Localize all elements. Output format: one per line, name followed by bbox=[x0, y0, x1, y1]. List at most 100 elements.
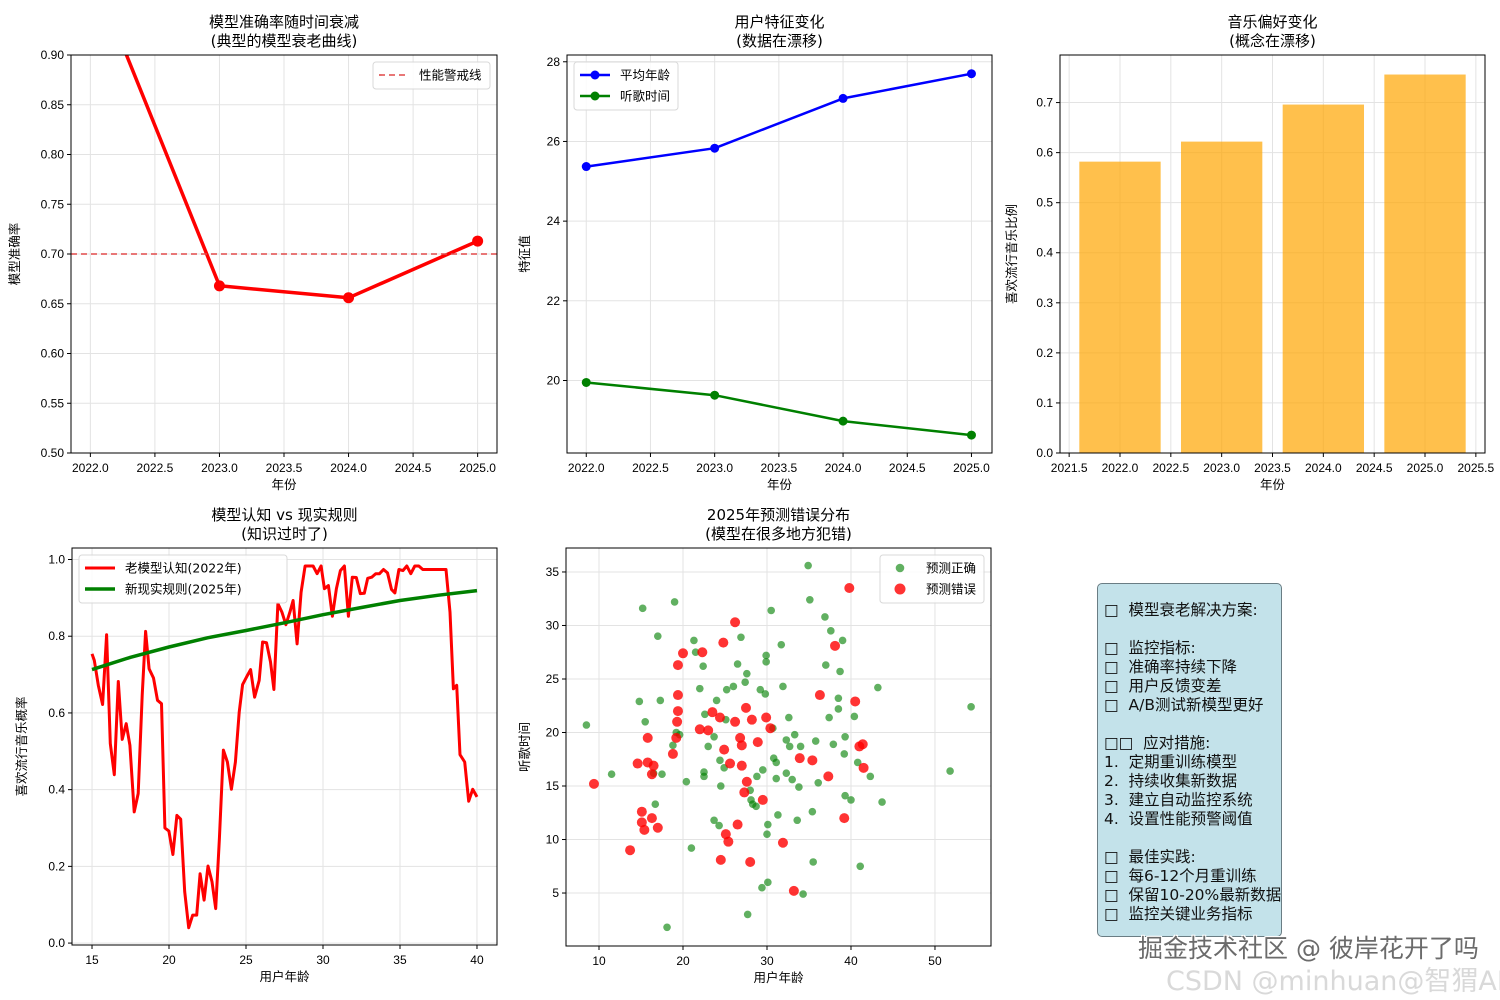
legend-label: 预测正确 bbox=[926, 561, 976, 576]
y-tick-label: 0.85 bbox=[41, 98, 65, 112]
scatter-point-error bbox=[844, 583, 855, 594]
legend-label: 听歌时间 bbox=[620, 89, 670, 104]
info-box-spacer bbox=[1104, 620, 1281, 639]
chart-title: (模型在很多地方犯错) bbox=[705, 525, 852, 543]
x-tick-label: 2022.0 bbox=[568, 461, 605, 475]
scatter-point-error bbox=[672, 716, 683, 727]
scatter-point-correct bbox=[793, 816, 802, 825]
x-tick-label: 2024.5 bbox=[889, 461, 926, 475]
x-tick-label: 2022.0 bbox=[72, 461, 109, 475]
chart-title: 音乐偏好变化 bbox=[1227, 13, 1317, 31]
legend: 性能警戒线 bbox=[372, 61, 491, 90]
plot-data bbox=[582, 561, 975, 932]
scatter-point-correct bbox=[710, 732, 718, 741]
scatter-point-correct bbox=[834, 694, 843, 703]
bar bbox=[1282, 104, 1365, 453]
scatter-point-correct bbox=[785, 713, 793, 722]
watermark: 掘金技术社区 @ 彼岸花开了吗 CSDN @minhuan@智猬AI bbox=[1138, 934, 1500, 1000]
x-tick-label: 2022.5 bbox=[632, 461, 669, 475]
axes-frame bbox=[71, 547, 498, 946]
scatter-point-error bbox=[625, 845, 636, 856]
x-tick-label: 40 bbox=[470, 953, 484, 967]
data-point bbox=[581, 162, 591, 172]
scatter-point-correct bbox=[841, 732, 849, 741]
axes-frame bbox=[70, 54, 498, 454]
data-point bbox=[472, 235, 484, 247]
info-box-line: □ A/B测试新模型更好 bbox=[1104, 696, 1264, 714]
scatter-point-correct bbox=[782, 736, 791, 744]
scatter-point-error bbox=[697, 647, 708, 658]
scatter-point-error bbox=[718, 637, 729, 648]
scatter-point-error bbox=[761, 712, 772, 723]
scatter-point-error bbox=[752, 737, 763, 748]
scatter-point-correct bbox=[847, 796, 855, 804]
scatter-point-correct bbox=[695, 684, 704, 693]
scatter-point-correct bbox=[821, 661, 830, 669]
info-box-line: □ 用户反馈变差 bbox=[1104, 677, 1222, 695]
scatter-point-correct bbox=[753, 772, 761, 781]
x-tick-label: 2021.5 bbox=[1051, 461, 1088, 475]
x-tick-label: 2024.5 bbox=[1356, 461, 1393, 475]
info-box-spacer bbox=[1104, 829, 1281, 848]
scatter-point-correct bbox=[687, 844, 696, 852]
chart-title: (典型的模型衰老曲线) bbox=[211, 32, 358, 50]
data-point bbox=[213, 280, 225, 292]
scatter-point-error bbox=[732, 819, 743, 830]
y-tick-label: 0.8 bbox=[48, 629, 65, 643]
data-point bbox=[966, 69, 976, 79]
axes-frame bbox=[1059, 54, 1486, 454]
scatter-point-error bbox=[639, 824, 650, 835]
scatter-point-error bbox=[648, 760, 659, 771]
scatter-point-error bbox=[857, 739, 868, 750]
legend-label: 老模型认知(2022年) bbox=[125, 561, 242, 576]
y-tick-label: 0.70 bbox=[41, 247, 65, 261]
scatter-point-correct bbox=[733, 660, 742, 668]
chart-title: 2025年预测错误分布 bbox=[707, 506, 850, 524]
solution-info-box: □ 模型衰老解决方案: □ 监控指标: □ 准确率持续下降 □ 用户反馈变差 □ A/B… bbox=[1097, 583, 1282, 937]
scatter-point-correct bbox=[853, 758, 862, 767]
scatter-point-correct bbox=[806, 595, 814, 604]
y-tick-label: 0.55 bbox=[41, 396, 65, 410]
scatter-point-correct bbox=[670, 598, 679, 606]
data-point bbox=[343, 292, 355, 304]
scatter-point-error bbox=[672, 660, 683, 671]
info-box-line: □ 准确率持续下降 bbox=[1104, 658, 1237, 676]
x-tick-label: 20 bbox=[162, 953, 176, 967]
scatter-point-error bbox=[765, 723, 776, 734]
scatter-point-correct bbox=[814, 778, 823, 787]
watermark-primary: 掘金技术社区 @ 彼岸花开了吗 bbox=[1138, 934, 1479, 963]
y-tick-label: 0.60 bbox=[41, 347, 65, 361]
data-point bbox=[581, 377, 591, 387]
data-point bbox=[838, 93, 848, 103]
chart-title: (数据在漂移) bbox=[736, 32, 823, 50]
scatter-point-error bbox=[715, 854, 726, 865]
scatter-point-error bbox=[794, 753, 805, 764]
scatter-point-error bbox=[652, 822, 663, 833]
scatter-point-error bbox=[830, 640, 841, 651]
y-tick-label: 0.5 bbox=[1036, 196, 1053, 210]
x-tick-label: 2025.0 bbox=[1407, 461, 1444, 475]
legend-label: 新现实规则(2025年) bbox=[125, 582, 242, 597]
scatter-point-correct bbox=[829, 740, 838, 749]
y-axis-label: 喜欢流行音乐比例 bbox=[1004, 204, 1019, 304]
bar bbox=[1384, 74, 1466, 453]
y-tick-label: 30 bbox=[546, 618, 560, 632]
scatter-point-correct bbox=[690, 636, 698, 645]
info-box-line: □ 每6-12个月重训练 bbox=[1104, 867, 1257, 885]
scatter-point-correct bbox=[729, 682, 738, 691]
scatter-point-error bbox=[672, 690, 683, 701]
scatter-point-error bbox=[636, 806, 647, 817]
scatter-point-error bbox=[667, 748, 678, 759]
axes-frame bbox=[565, 547, 992, 947]
chart-title: 模型准确率随时间衰减 bbox=[209, 13, 359, 31]
plot-data bbox=[1079, 74, 1466, 453]
scatter-point-error bbox=[739, 787, 750, 798]
y-tick-label: 0.4 bbox=[48, 783, 65, 797]
y-tick-label: 26 bbox=[547, 134, 561, 148]
plot-area bbox=[567, 55, 992, 453]
scatter-point-error bbox=[642, 732, 653, 743]
scatter-point-correct bbox=[840, 750, 849, 758]
x-tick-label: 30 bbox=[760, 954, 774, 968]
scatter-point-correct bbox=[699, 662, 707, 670]
data-line-series-1 bbox=[91, 588, 478, 672]
